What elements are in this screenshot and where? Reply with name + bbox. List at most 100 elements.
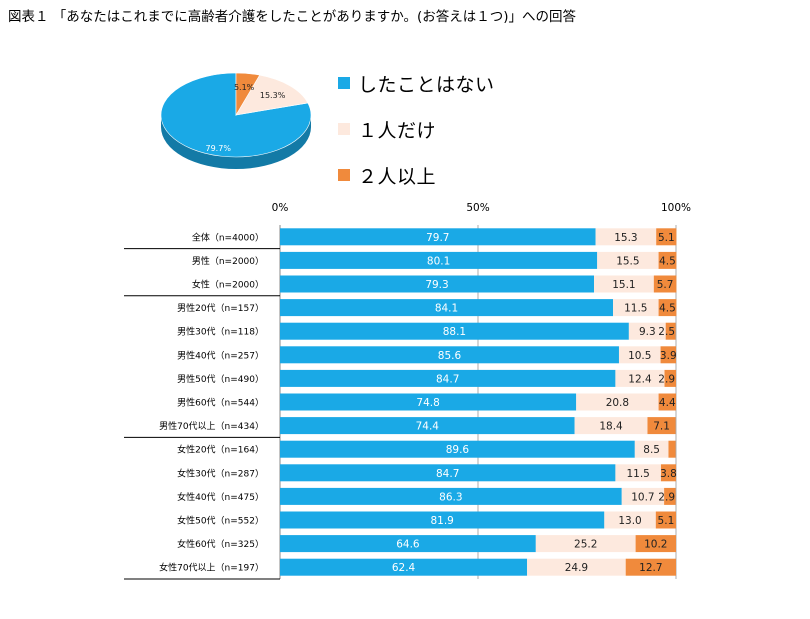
data-label-one: 11.5 bbox=[626, 468, 649, 480]
bar-segment-one bbox=[594, 275, 654, 293]
data-label-two: 3.8 bbox=[660, 468, 677, 480]
bar-segment-two bbox=[625, 558, 676, 576]
bar-segment-none bbox=[280, 393, 577, 411]
data-label-two: 12.7 bbox=[639, 562, 662, 574]
bar-segment-two bbox=[660, 346, 676, 364]
pie-label-one: 15.3% bbox=[260, 91, 286, 100]
data-label-two: 7.1 bbox=[653, 421, 670, 433]
data-label-two: 5.7 bbox=[657, 279, 674, 291]
bar-segment-none bbox=[280, 417, 575, 435]
bar-segment-one bbox=[615, 464, 661, 482]
data-label-none: 88.1 bbox=[443, 326, 466, 338]
bar-segment-none bbox=[280, 228, 596, 246]
data-label-one: 13.0 bbox=[618, 515, 641, 527]
legend-item-none: したことはない bbox=[338, 70, 495, 96]
category-label: 男性60代（n=544） bbox=[177, 397, 264, 409]
data-label-two: 5.1 bbox=[658, 232, 675, 244]
bar-segment-two bbox=[658, 393, 676, 411]
data-label-two: 2.5 bbox=[658, 326, 675, 338]
bar-segment-one bbox=[535, 535, 636, 553]
data-label-one: 8.5 bbox=[643, 444, 660, 456]
x-tick-label: 0% bbox=[272, 202, 289, 214]
bar-segment-none bbox=[280, 322, 629, 340]
data-label-two: 3.9 bbox=[660, 350, 677, 362]
data-label-none: 79.7 bbox=[426, 232, 449, 244]
category-label: 女性20代（n=164） bbox=[177, 444, 264, 456]
bar-segment-two bbox=[658, 251, 677, 269]
bar-segment-one bbox=[618, 346, 661, 364]
legend-item-two: ２人以上 bbox=[338, 162, 495, 188]
bar-segment-one bbox=[576, 393, 659, 411]
bar-segment-two bbox=[647, 417, 676, 435]
data-label-none: 84.1 bbox=[435, 303, 458, 315]
bar-segment-none bbox=[280, 275, 595, 293]
legend: したことはない １人だけ ２人以上 bbox=[338, 70, 495, 208]
bar-segment-two bbox=[656, 228, 677, 246]
category-label: 男性30代（n=118） bbox=[177, 326, 264, 338]
data-label-none: 85.6 bbox=[438, 350, 462, 362]
data-label-two: 4.5 bbox=[659, 255, 676, 267]
bar-segment-two bbox=[664, 369, 676, 387]
bar-segment-two bbox=[655, 511, 676, 529]
bar-segment-one bbox=[527, 558, 626, 576]
data-label-one: 24.9 bbox=[565, 562, 588, 574]
bar-segment-none bbox=[280, 487, 622, 505]
bar-segment-two bbox=[660, 464, 676, 482]
pie-chart: 79.7% 15.3% 5.1% bbox=[160, 72, 312, 169]
data-label-none: 79.3 bbox=[425, 279, 448, 291]
category-label: 全体（n=4000） bbox=[192, 231, 264, 243]
data-label-none: 89.6 bbox=[446, 444, 470, 456]
bar-segment-one bbox=[628, 322, 666, 340]
bar-segment-two bbox=[635, 535, 676, 553]
data-label-none: 86.3 bbox=[439, 491, 462, 503]
bar-segment-one bbox=[597, 251, 659, 269]
legend-label-none: したことはない bbox=[358, 73, 495, 96]
bar-segment-none bbox=[280, 558, 528, 576]
data-label-none: 74.4 bbox=[416, 421, 440, 433]
data-label-none: 81.9 bbox=[430, 515, 453, 527]
bar-segment-none bbox=[280, 251, 598, 269]
pie-slice-none bbox=[160, 72, 312, 158]
bar-segment-two bbox=[664, 487, 676, 505]
category-label: 男性70代以上（n=434） bbox=[159, 420, 264, 432]
data-label-two: 2.9 bbox=[658, 373, 675, 385]
data-label-two: 5.1 bbox=[658, 515, 675, 527]
data-label-one: 9.3 bbox=[639, 326, 656, 338]
data-label-one: 25.2 bbox=[574, 539, 597, 551]
pie-slice-two bbox=[235, 72, 261, 117]
legend-swatch-one bbox=[338, 123, 350, 135]
category-label: 男性40代（n=257） bbox=[177, 349, 264, 361]
bar-segment-none bbox=[280, 464, 616, 482]
data-label-none: 64.6 bbox=[396, 539, 420, 551]
data-label-one: 10.7 bbox=[631, 491, 654, 503]
data-label-two: 10.2 bbox=[644, 539, 667, 551]
bar-segment-one bbox=[634, 440, 669, 458]
data-label-one: 18.4 bbox=[599, 421, 623, 433]
category-label: 男性50代（n=490） bbox=[177, 373, 264, 385]
bar-segment-two bbox=[658, 299, 677, 317]
bar-segment-one bbox=[613, 299, 659, 317]
bar-segment-one bbox=[574, 417, 648, 435]
x-tick-label: 50% bbox=[466, 202, 489, 214]
data-label-none: 74.8 bbox=[416, 397, 439, 409]
bar-segment-one bbox=[621, 487, 665, 505]
legend-swatch-two bbox=[338, 169, 350, 181]
pie-label-none: 79.7% bbox=[206, 144, 232, 153]
data-label-one: 20.8 bbox=[606, 397, 629, 409]
data-label-none: 80.1 bbox=[427, 255, 450, 267]
data-label-two: 2.9 bbox=[658, 491, 675, 503]
legend-label-one: １人だけ bbox=[358, 119, 437, 142]
bar-segment-none bbox=[280, 535, 536, 553]
category-label: 女性70代以上（n=197） bbox=[159, 562, 264, 574]
bar-segment-none bbox=[280, 299, 614, 317]
x-tick-label: 100% bbox=[661, 202, 691, 214]
bar-segment-two bbox=[653, 275, 677, 293]
data-label-none: 84.7 bbox=[436, 468, 459, 480]
category-label: 女性50代（n=552） bbox=[177, 515, 264, 527]
category-label: 女性40代（n=475） bbox=[177, 491, 264, 503]
category-label: 男性20代（n=157） bbox=[177, 302, 264, 314]
data-label-one: 15.5 bbox=[616, 255, 639, 267]
bar-segment-one bbox=[604, 511, 656, 529]
bar-segment-two bbox=[665, 322, 676, 340]
data-label-two: 4.5 bbox=[659, 303, 676, 315]
